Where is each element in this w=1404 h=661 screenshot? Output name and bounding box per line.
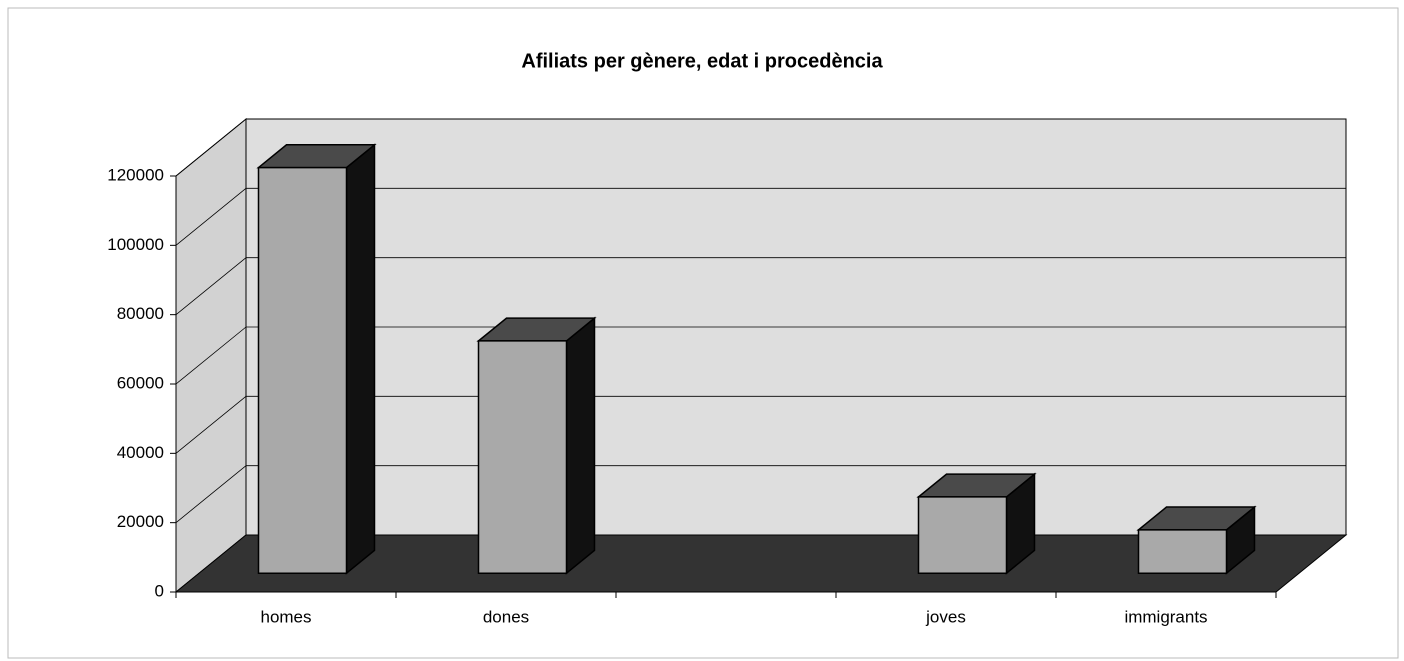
bar — [1136, 505, 1257, 575]
y-tick-label: 80000 — [117, 304, 164, 323]
grid-line — [175, 465, 247, 523]
grid-line — [175, 188, 247, 246]
grid-line — [175, 118, 247, 177]
y-tick-label: 20000 — [117, 512, 164, 531]
bar-front — [1137, 529, 1228, 574]
x-tick-label: immigrants — [1124, 607, 1207, 626]
y-tick-label: 120000 — [107, 165, 164, 184]
bar — [476, 316, 597, 575]
bar-front — [257, 166, 348, 574]
y-tick-label: 100000 — [107, 235, 164, 254]
plot-area: 0 20000 40000 60000 80000 100000 120000 homes do… — [107, 117, 1348, 626]
bar-side — [345, 143, 376, 575]
grid-line — [175, 257, 247, 315]
y-tick-label: 0 — [155, 581, 164, 600]
x-tick-label: joves — [925, 607, 966, 626]
y-tick-label: 60000 — [117, 373, 164, 392]
grid-line — [175, 326, 247, 385]
x-tick-label: homes — [260, 607, 311, 626]
bar — [256, 143, 377, 575]
y-tick-label: 40000 — [117, 443, 164, 462]
grid-line — [175, 396, 247, 454]
bar-front — [477, 340, 568, 574]
bar — [916, 472, 1037, 575]
chart-title: Afiliats per gènere, edat i procedència — [521, 50, 883, 72]
bar-front — [917, 496, 1008, 574]
x-tick-label: dones — [483, 607, 529, 626]
bar-side — [565, 316, 596, 575]
